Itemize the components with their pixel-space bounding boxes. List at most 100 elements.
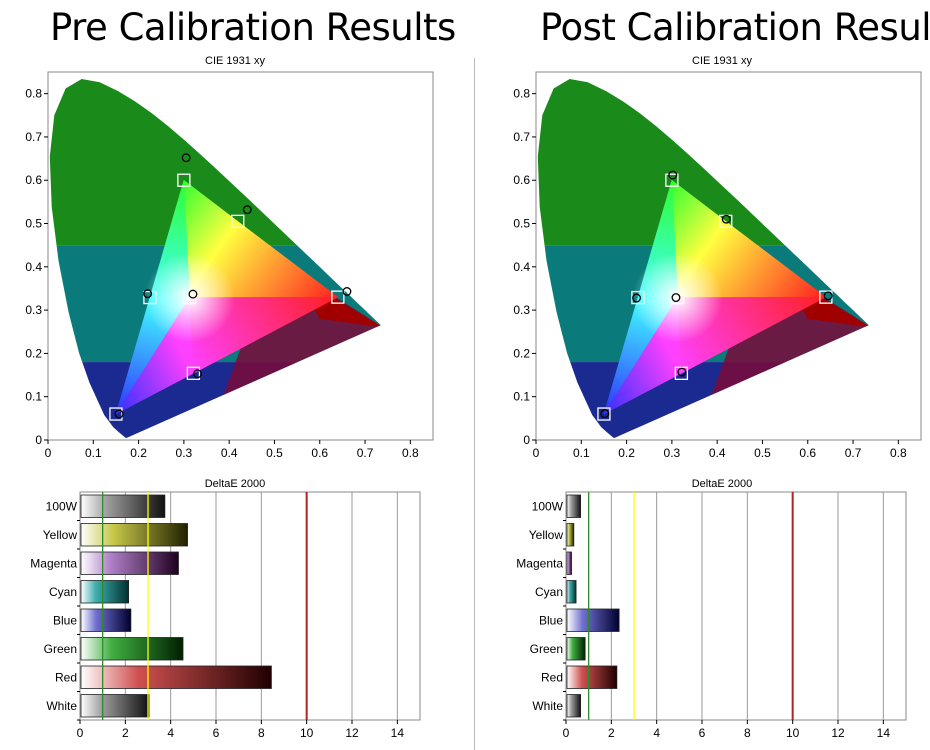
x-tick-label: 0.3 bbox=[664, 446, 681, 460]
bar-green bbox=[566, 637, 586, 661]
y-tick-label: 0.7 bbox=[25, 130, 42, 144]
deltae-chart-title: DeltaE 2000 bbox=[692, 478, 753, 490]
y-tick-label: 0 bbox=[523, 433, 530, 447]
measured-circle-marker bbox=[677, 367, 687, 377]
x-tick-label: 14 bbox=[877, 726, 891, 740]
y-tick-label: 0.1 bbox=[25, 390, 42, 404]
x-tick-label: 0.7 bbox=[845, 446, 862, 460]
measured-circle-marker bbox=[114, 409, 124, 419]
bar-red bbox=[566, 665, 618, 689]
y-tick-label: 0.4 bbox=[513, 260, 530, 274]
target-square-marker bbox=[177, 173, 191, 187]
x-tick-label: 0.4 bbox=[709, 446, 726, 460]
bar-blue bbox=[80, 608, 132, 632]
target-square-marker bbox=[331, 290, 345, 304]
white-point-glow bbox=[144, 252, 235, 343]
category-label: Magenta bbox=[30, 556, 77, 570]
bar-white bbox=[80, 694, 150, 718]
x-tick-label: 0.5 bbox=[266, 446, 283, 460]
y-tick-label: 0.3 bbox=[513, 303, 530, 317]
target-square-marker bbox=[186, 366, 201, 380]
bar-yellow bbox=[566, 523, 575, 547]
white-point-glow bbox=[632, 252, 723, 343]
measured-circle-marker bbox=[242, 205, 252, 215]
target-square-marker bbox=[143, 290, 157, 305]
target-square-marker bbox=[631, 290, 645, 305]
target-square-marker bbox=[231, 214, 245, 229]
bar-red bbox=[80, 665, 272, 689]
x-tick-label: 8 bbox=[258, 726, 265, 740]
post-calibration-title: Post Calibration Results bbox=[540, 6, 930, 49]
category-label: Blue bbox=[539, 613, 563, 627]
plot-area bbox=[565, 491, 907, 721]
cie-chart-pre: CIE 1931 xy 0 0.1 0.2 0.3 0.4 0.5 0.6 0.7 0.8 0 0.… bbox=[25, 55, 434, 460]
category-label: White bbox=[46, 699, 77, 713]
measured-circle-marker bbox=[823, 291, 833, 301]
y-tick-label: 0.2 bbox=[513, 346, 530, 360]
bar-magenta bbox=[566, 551, 572, 575]
x-tick-label: 0 bbox=[563, 726, 570, 740]
x-tick-label: 12 bbox=[831, 726, 845, 740]
target-square-marker bbox=[597, 407, 611, 421]
y-tick-label: 0.8 bbox=[513, 87, 530, 101]
deltae-chart-post: DeltaE 2000 100W Yellow Magenta Cyan Blue Gre… bbox=[516, 478, 907, 740]
category-label: 100W bbox=[46, 499, 78, 513]
measured-circle-marker bbox=[671, 293, 681, 303]
category-label: Blue bbox=[53, 613, 77, 627]
x-tick-label: 0.1 bbox=[573, 446, 590, 460]
y-tick-label: 0.5 bbox=[25, 217, 42, 231]
y-tick-label: 0.6 bbox=[513, 173, 530, 187]
measured-circle-marker bbox=[188, 289, 198, 299]
locus-red-region bbox=[297, 275, 381, 328]
category-label: Yellow bbox=[529, 528, 564, 542]
target-square-marker bbox=[109, 407, 123, 421]
x-tick-label: 0.1 bbox=[85, 446, 102, 460]
y-tick-label: 0.7 bbox=[513, 130, 530, 144]
gamut-triangle bbox=[603, 179, 827, 415]
y-tick-label: 0 bbox=[35, 433, 42, 447]
x-tick-label: 0.6 bbox=[799, 446, 816, 460]
x-tick-label: 0.6 bbox=[311, 446, 328, 460]
y-tick-label: 0.5 bbox=[513, 217, 530, 231]
bar-white bbox=[566, 694, 582, 718]
category-label: Green bbox=[44, 642, 77, 656]
locus-red-region bbox=[785, 275, 869, 328]
measured-circle-marker bbox=[342, 287, 352, 296]
x-tick-label: 2 bbox=[608, 726, 615, 740]
deltae-chart-title: DeltaE 2000 bbox=[205, 478, 266, 490]
category-label: White bbox=[532, 699, 563, 713]
x-tick-label: 6 bbox=[213, 726, 220, 740]
x-tick-label: 2 bbox=[122, 726, 129, 740]
bar-blue bbox=[566, 608, 620, 632]
y-tick-label: 0.3 bbox=[25, 303, 42, 317]
target-square-marker bbox=[665, 173, 679, 187]
x-tick-label: 0.4 bbox=[221, 446, 238, 460]
category-label: Cyan bbox=[535, 585, 563, 599]
x-tick-label: 0 bbox=[45, 446, 52, 460]
y-tick-label: 0.6 bbox=[25, 173, 42, 187]
target-square-marker bbox=[674, 366, 689, 380]
bar-magenta bbox=[80, 551, 179, 575]
category-label: Red bbox=[541, 670, 563, 684]
x-tick-label: 12 bbox=[345, 726, 359, 740]
x-tick-label: 8 bbox=[744, 726, 751, 740]
x-tick-label: 0.2 bbox=[130, 446, 147, 460]
bar-yellow bbox=[80, 523, 188, 547]
x-tick-label: 4 bbox=[167, 726, 174, 740]
deltae-chart-pre: DeltaE 2000 100W Yellow Magenta Cyan Blue Gre… bbox=[30, 478, 421, 740]
bar-cyan bbox=[566, 580, 577, 604]
x-tick-label: 0.5 bbox=[754, 446, 771, 460]
gamut-triangle bbox=[115, 179, 339, 415]
category-label: Red bbox=[55, 670, 77, 684]
y-tick-label: 0.1 bbox=[513, 390, 530, 404]
bar-100w bbox=[80, 494, 166, 518]
bar-green bbox=[80, 637, 184, 661]
x-tick-label: 0 bbox=[77, 726, 84, 740]
cie-chart-title: CIE 1931 xy bbox=[205, 55, 265, 67]
measured-circle-marker bbox=[193, 369, 202, 379]
x-tick-label: 10 bbox=[300, 726, 314, 740]
x-tick-label: 0.2 bbox=[618, 446, 635, 460]
x-tick-label: 14 bbox=[391, 726, 405, 740]
measured-circle-marker bbox=[668, 170, 678, 180]
